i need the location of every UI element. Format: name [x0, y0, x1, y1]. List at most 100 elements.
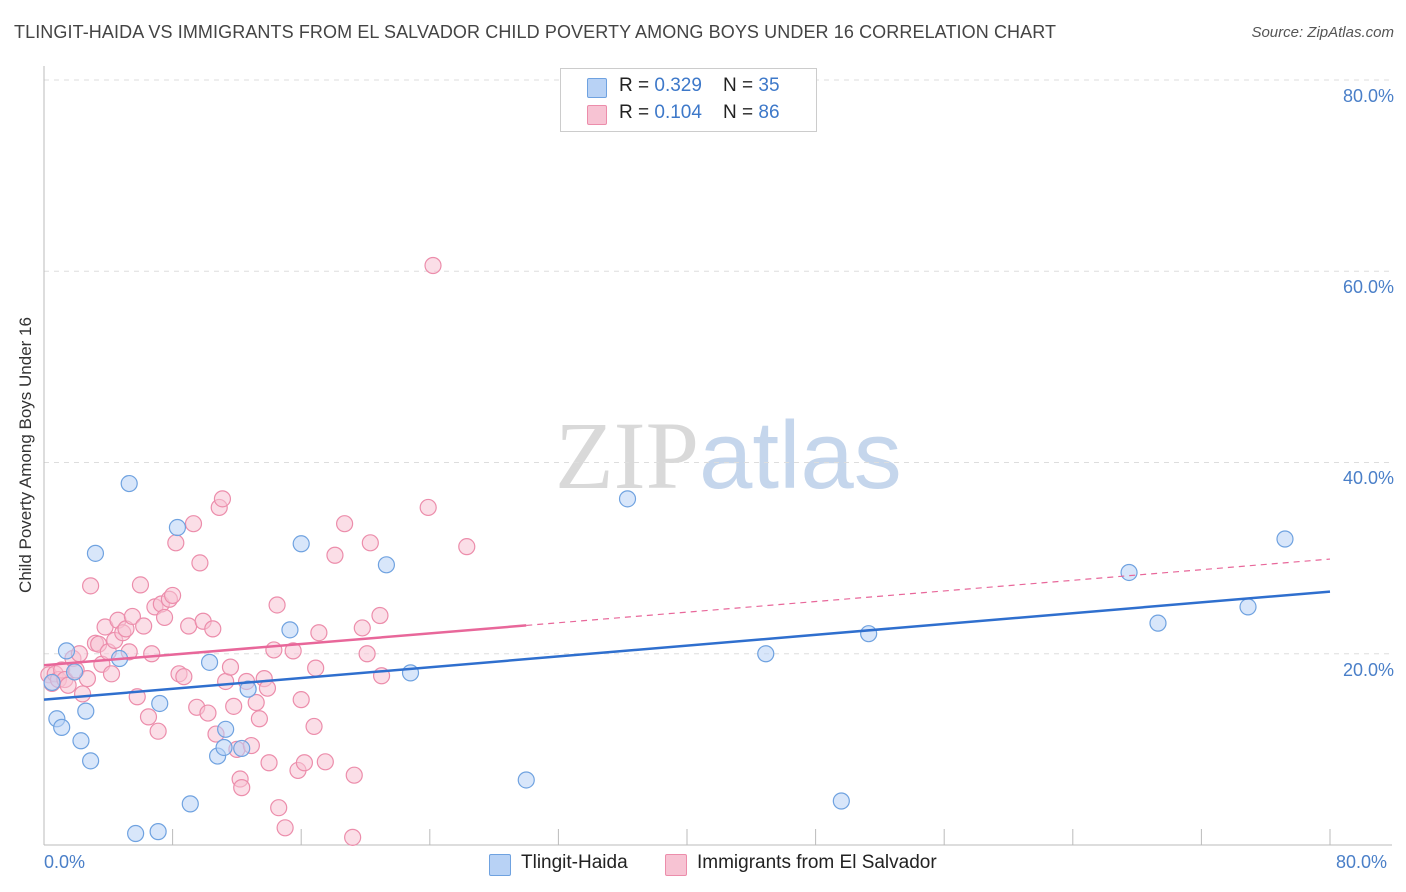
pink-swatch — [665, 854, 687, 876]
legend-label-el-salvador: Immigrants from El Salvador — [697, 852, 937, 873]
pink-trend-line-extension — [526, 558, 1331, 627]
series-legend: Tlingit-Haida Immigrants from El Salvado… — [0, 852, 1406, 878]
r-label: R = — [619, 75, 655, 96]
blue-data-point — [281, 621, 299, 639]
pink-trend-line — [43, 624, 527, 667]
blue-data-point — [57, 642, 76, 660]
pink-data-point — [180, 617, 198, 635]
blue-data-point — [120, 474, 138, 493]
blue-data-point — [1120, 563, 1138, 582]
pink-data-point — [217, 672, 235, 691]
pink-data-point — [221, 658, 240, 676]
pink-data-point — [149, 722, 167, 740]
blue-data-point — [1276, 530, 1294, 548]
blue-data-point — [181, 795, 199, 813]
blue-data-point — [127, 824, 145, 843]
blue-data-point — [168, 518, 187, 537]
pink-data-point — [305, 717, 323, 736]
pink-data-point — [326, 546, 344, 564]
pink-data-point — [310, 624, 328, 642]
pink-data-point — [247, 693, 265, 712]
pink-data-point — [143, 645, 161, 663]
y-tick-label-20: 20.0% — [1342, 660, 1394, 680]
pink-data-point — [175, 668, 193, 686]
y-tick-label-40: 40.0% — [1342, 468, 1394, 488]
blue-data-point — [43, 673, 61, 692]
blue-data-point — [86, 544, 105, 562]
pink-data-point — [260, 754, 278, 772]
pink-points — [40, 256, 476, 846]
r-value-blue: 0.329 — [654, 75, 702, 96]
pink-data-point — [184, 515, 203, 533]
blue-data-point — [618, 490, 637, 508]
pink-data-point — [139, 708, 158, 726]
blue-data-point — [200, 653, 219, 671]
pink-data-point — [419, 498, 437, 517]
blue-data-point — [53, 718, 71, 736]
pink-data-point — [123, 607, 142, 626]
gridlines — [44, 79, 1392, 655]
stats-legend: R = 0.329 N = 35 R = 0.104 N = 86 — [560, 68, 817, 132]
n-label: N = — [723, 75, 759, 96]
pink-data-point — [316, 753, 334, 771]
pink-data-point — [371, 606, 389, 625]
pink-data-point — [284, 642, 302, 660]
blue-data-point — [82, 752, 100, 770]
pink-data-point — [213, 490, 232, 508]
blue-data-point — [215, 738, 233, 757]
y-axis-label: Child Poverty Among Boys Under 16 — [16, 317, 35, 593]
pink-data-point — [458, 538, 476, 556]
pink-data-point — [361, 534, 379, 552]
source-label: Source: ZipAtlas.com — [1251, 24, 1394, 41]
pink-swatch — [587, 105, 607, 125]
pink-data-point — [155, 608, 174, 627]
blue-data-point — [1149, 614, 1167, 632]
pink-data-point — [191, 554, 209, 572]
pink-data-point — [345, 766, 363, 784]
watermark-atlas: atlas — [699, 402, 902, 509]
blue-data-point — [292, 535, 310, 553]
blue-data-point — [860, 625, 878, 643]
pink-data-point — [233, 779, 251, 797]
legend-label-tlingit-haida: Tlingit-Haida — [521, 852, 628, 873]
pink-data-point — [131, 576, 150, 594]
x-tick-label-max: 80.0% — [1336, 852, 1388, 872]
pink-data-point — [307, 659, 325, 677]
pink-data-point — [358, 645, 376, 663]
n-value-blue: 35 — [758, 75, 780, 96]
pink-data-point — [225, 697, 243, 715]
pink-data-point — [270, 799, 288, 817]
pink-data-point — [204, 620, 222, 638]
r-label: R = — [619, 102, 655, 123]
blue-swatch — [489, 854, 511, 876]
pink-data-point — [250, 710, 269, 728]
pink-data-point — [82, 577, 100, 595]
n-label: N = — [723, 102, 759, 123]
pink-data-point — [336, 515, 354, 533]
blue-points — [43, 474, 1294, 843]
x-tick-label-min: 0.0% — [44, 852, 86, 872]
blue-swatch — [587, 78, 607, 98]
pink-data-point — [164, 586, 182, 605]
blue-data-point — [517, 771, 535, 789]
r-value-pink: 0.104 — [654, 102, 702, 123]
pink-data-point — [135, 617, 153, 635]
pink-data-point — [292, 691, 310, 709]
pink-data-point — [265, 641, 283, 659]
axes — [43, 66, 1392, 846]
blue-data-point — [757, 645, 775, 663]
y-tick-label-80: 80.0% — [1342, 86, 1394, 106]
blue-data-point — [217, 720, 235, 738]
blue-data-point — [77, 702, 95, 720]
pink-data-point — [276, 819, 294, 837]
pink-data-point — [344, 828, 362, 846]
pink-data-point — [199, 704, 217, 722]
blue-data-point — [377, 556, 395, 574]
blue-data-point — [149, 823, 167, 841]
blue-data-point — [151, 694, 169, 713]
pink-data-point — [268, 596, 286, 614]
pink-data-point — [295, 754, 314, 772]
blue-data-point — [832, 792, 850, 810]
y-tick-label-60: 60.0% — [1342, 277, 1394, 297]
